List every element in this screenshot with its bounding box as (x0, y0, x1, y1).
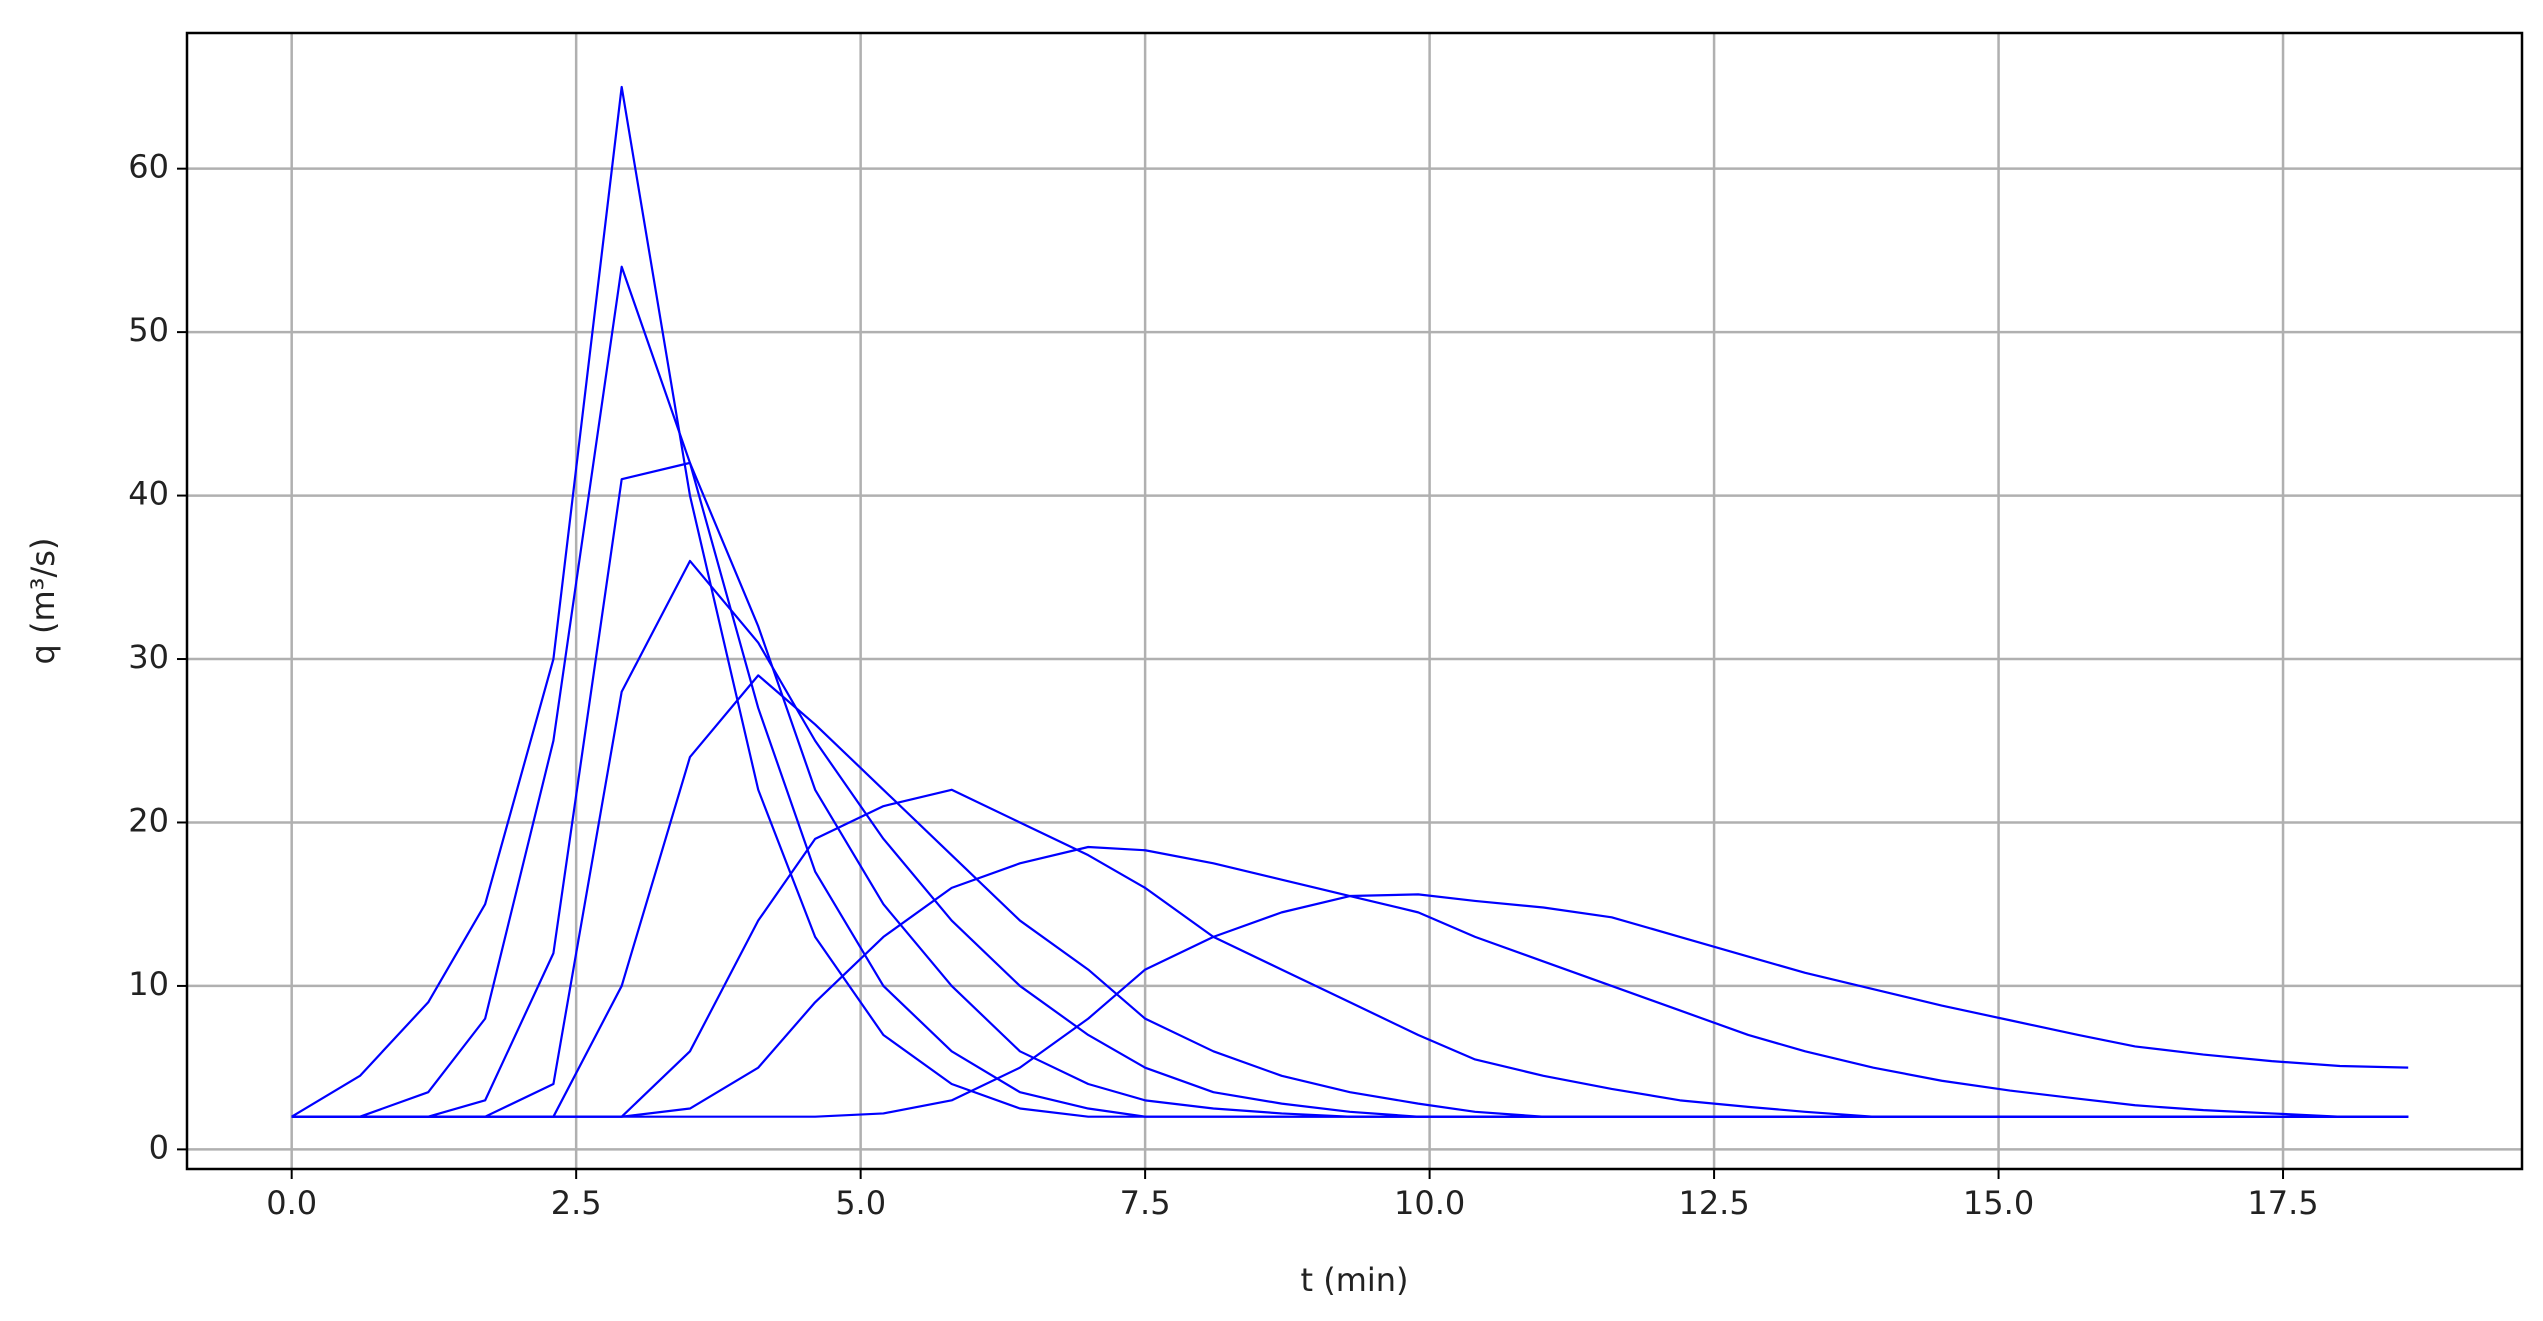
grid (187, 33, 2522, 1169)
y-axis-label: q (m³/s) (24, 538, 62, 665)
y-tick-label: 50 (128, 311, 169, 349)
x-tick-label: 5.0 (835, 1184, 886, 1222)
series-line (291, 788, 2409, 1118)
x-tick-label: 15.0 (1963, 1184, 2034, 1222)
x-tick-label: 10.0 (1394, 1184, 1465, 1222)
y-tick-label: 60 (128, 148, 169, 186)
x-tick-label: 7.5 (1120, 1184, 1171, 1222)
x-tick-label: 0.0 (266, 1184, 317, 1222)
series-line (291, 893, 2409, 1118)
lines (291, 85, 2409, 1118)
y-tick-label: 40 (128, 475, 169, 513)
y-tick-label: 30 (128, 638, 169, 676)
y-tick-label: 0 (149, 1128, 169, 1166)
x-tick-label: 2.5 (551, 1184, 602, 1222)
y-tick-label: 20 (128, 801, 169, 839)
y-tick-label: 10 (128, 965, 169, 1003)
x-axis-label: t (min) (1300, 1261, 1408, 1299)
x-tick-label: 17.5 (2247, 1184, 2318, 1222)
x-tick-label: 12.5 (1678, 1184, 1749, 1222)
plot-frame (185, 31, 2524, 1171)
